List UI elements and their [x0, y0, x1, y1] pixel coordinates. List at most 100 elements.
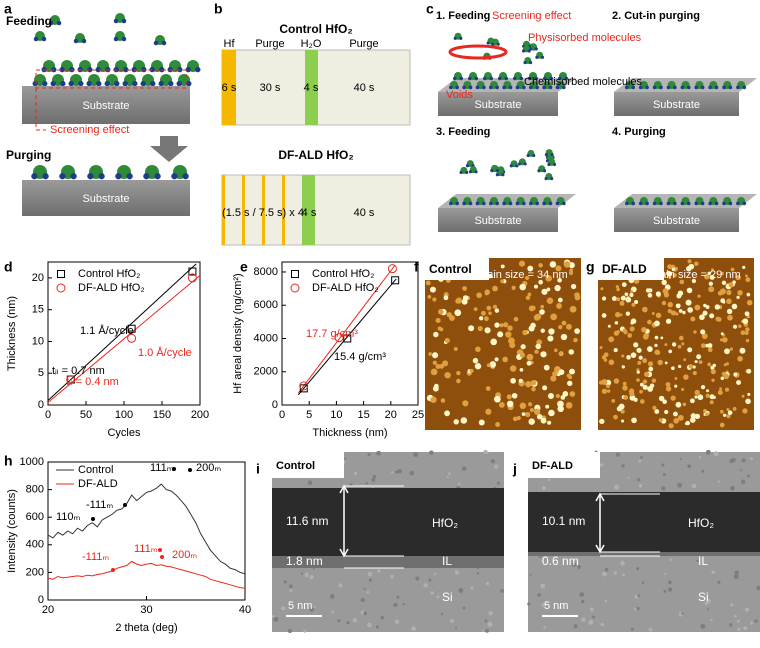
grain — [453, 419, 459, 425]
grain — [655, 312, 662, 319]
grain — [622, 328, 627, 334]
ligand — [686, 85, 691, 90]
y-tick-label: 8000 — [254, 266, 278, 278]
y-tick-label: 5 — [38, 367, 44, 379]
ligand — [113, 36, 119, 42]
grain — [539, 309, 545, 315]
x-tick-label: 25 — [412, 409, 424, 421]
texture — [476, 572, 480, 575]
texture — [543, 626, 546, 629]
grain — [567, 380, 573, 386]
texture — [454, 627, 458, 630]
grain — [679, 279, 685, 285]
x-axis-label: 2 theta (deg) — [115, 622, 177, 634]
ligand — [540, 55, 545, 59]
grain — [606, 389, 611, 393]
grain — [746, 299, 753, 306]
grain — [511, 285, 516, 290]
grain — [647, 361, 654, 367]
ligand — [545, 159, 550, 163]
x-axis-label: Cycles — [107, 427, 141, 439]
grain — [616, 297, 621, 302]
ligand — [475, 85, 480, 90]
texture — [288, 584, 293, 588]
texture — [402, 602, 405, 606]
grain — [714, 304, 721, 310]
grain — [538, 279, 543, 285]
grain — [528, 418, 535, 425]
grain — [715, 316, 721, 322]
substrate-label: Substrate — [653, 215, 700, 227]
grain — [681, 387, 685, 392]
ligand — [462, 201, 466, 206]
ligand — [673, 201, 677, 206]
ligand — [482, 85, 486, 90]
grain — [661, 300, 667, 306]
grain — [664, 361, 668, 365]
ligand — [489, 85, 493, 90]
texture — [730, 603, 734, 607]
texture — [710, 619, 713, 622]
grain — [456, 370, 461, 376]
ligand — [548, 85, 553, 90]
grain — [736, 380, 742, 385]
ligand — [182, 173, 189, 180]
grain — [558, 324, 563, 330]
ligand — [680, 85, 685, 90]
thickness: 10.1 nm — [542, 514, 585, 528]
ligand — [542, 169, 547, 173]
grain — [646, 346, 653, 352]
grain — [697, 294, 701, 298]
y-tick-label: 400 — [26, 539, 44, 551]
grain — [655, 291, 661, 297]
ligand — [562, 85, 566, 90]
grain — [700, 384, 706, 390]
ligand — [474, 76, 479, 81]
texture — [559, 606, 562, 609]
grain — [508, 337, 515, 345]
grain — [651, 311, 655, 315]
substrate — [614, 208, 739, 232]
grain — [621, 419, 625, 423]
grain — [648, 366, 654, 372]
ligand — [468, 170, 473, 174]
grain — [720, 376, 725, 380]
grain — [712, 395, 716, 399]
texture — [662, 473, 666, 477]
grain — [746, 292, 751, 297]
ligand — [625, 85, 629, 90]
grain — [519, 402, 527, 410]
texture — [312, 567, 315, 570]
texture — [375, 625, 379, 629]
annotation: 111ₘ — [150, 462, 174, 474]
grain — [435, 317, 441, 324]
grain — [696, 354, 702, 360]
grain — [526, 353, 534, 361]
step: Purge — [255, 38, 284, 50]
grain — [425, 280, 431, 286]
ligand — [474, 170, 478, 174]
texture — [313, 606, 316, 609]
texture — [367, 452, 371, 457]
x-tick-label: 0 — [279, 409, 285, 421]
grain — [616, 287, 620, 292]
texture — [636, 606, 640, 611]
substrate-label: Substrate — [82, 193, 129, 205]
legend-label: Control — [78, 464, 113, 476]
texture — [409, 470, 415, 476]
grain — [529, 407, 535, 413]
texture — [621, 464, 625, 468]
screening-arrow — [35, 88, 46, 131]
ligand — [534, 47, 538, 51]
texture — [494, 464, 499, 469]
grain — [610, 360, 615, 365]
grain — [622, 381, 627, 386]
ligand — [515, 85, 520, 90]
ligand — [459, 170, 463, 175]
legend-label: Control HfO₂ — [78, 268, 140, 280]
grain — [687, 307, 693, 313]
data-point — [187, 273, 197, 283]
grain — [569, 305, 577, 313]
time: 40 s — [354, 207, 375, 219]
